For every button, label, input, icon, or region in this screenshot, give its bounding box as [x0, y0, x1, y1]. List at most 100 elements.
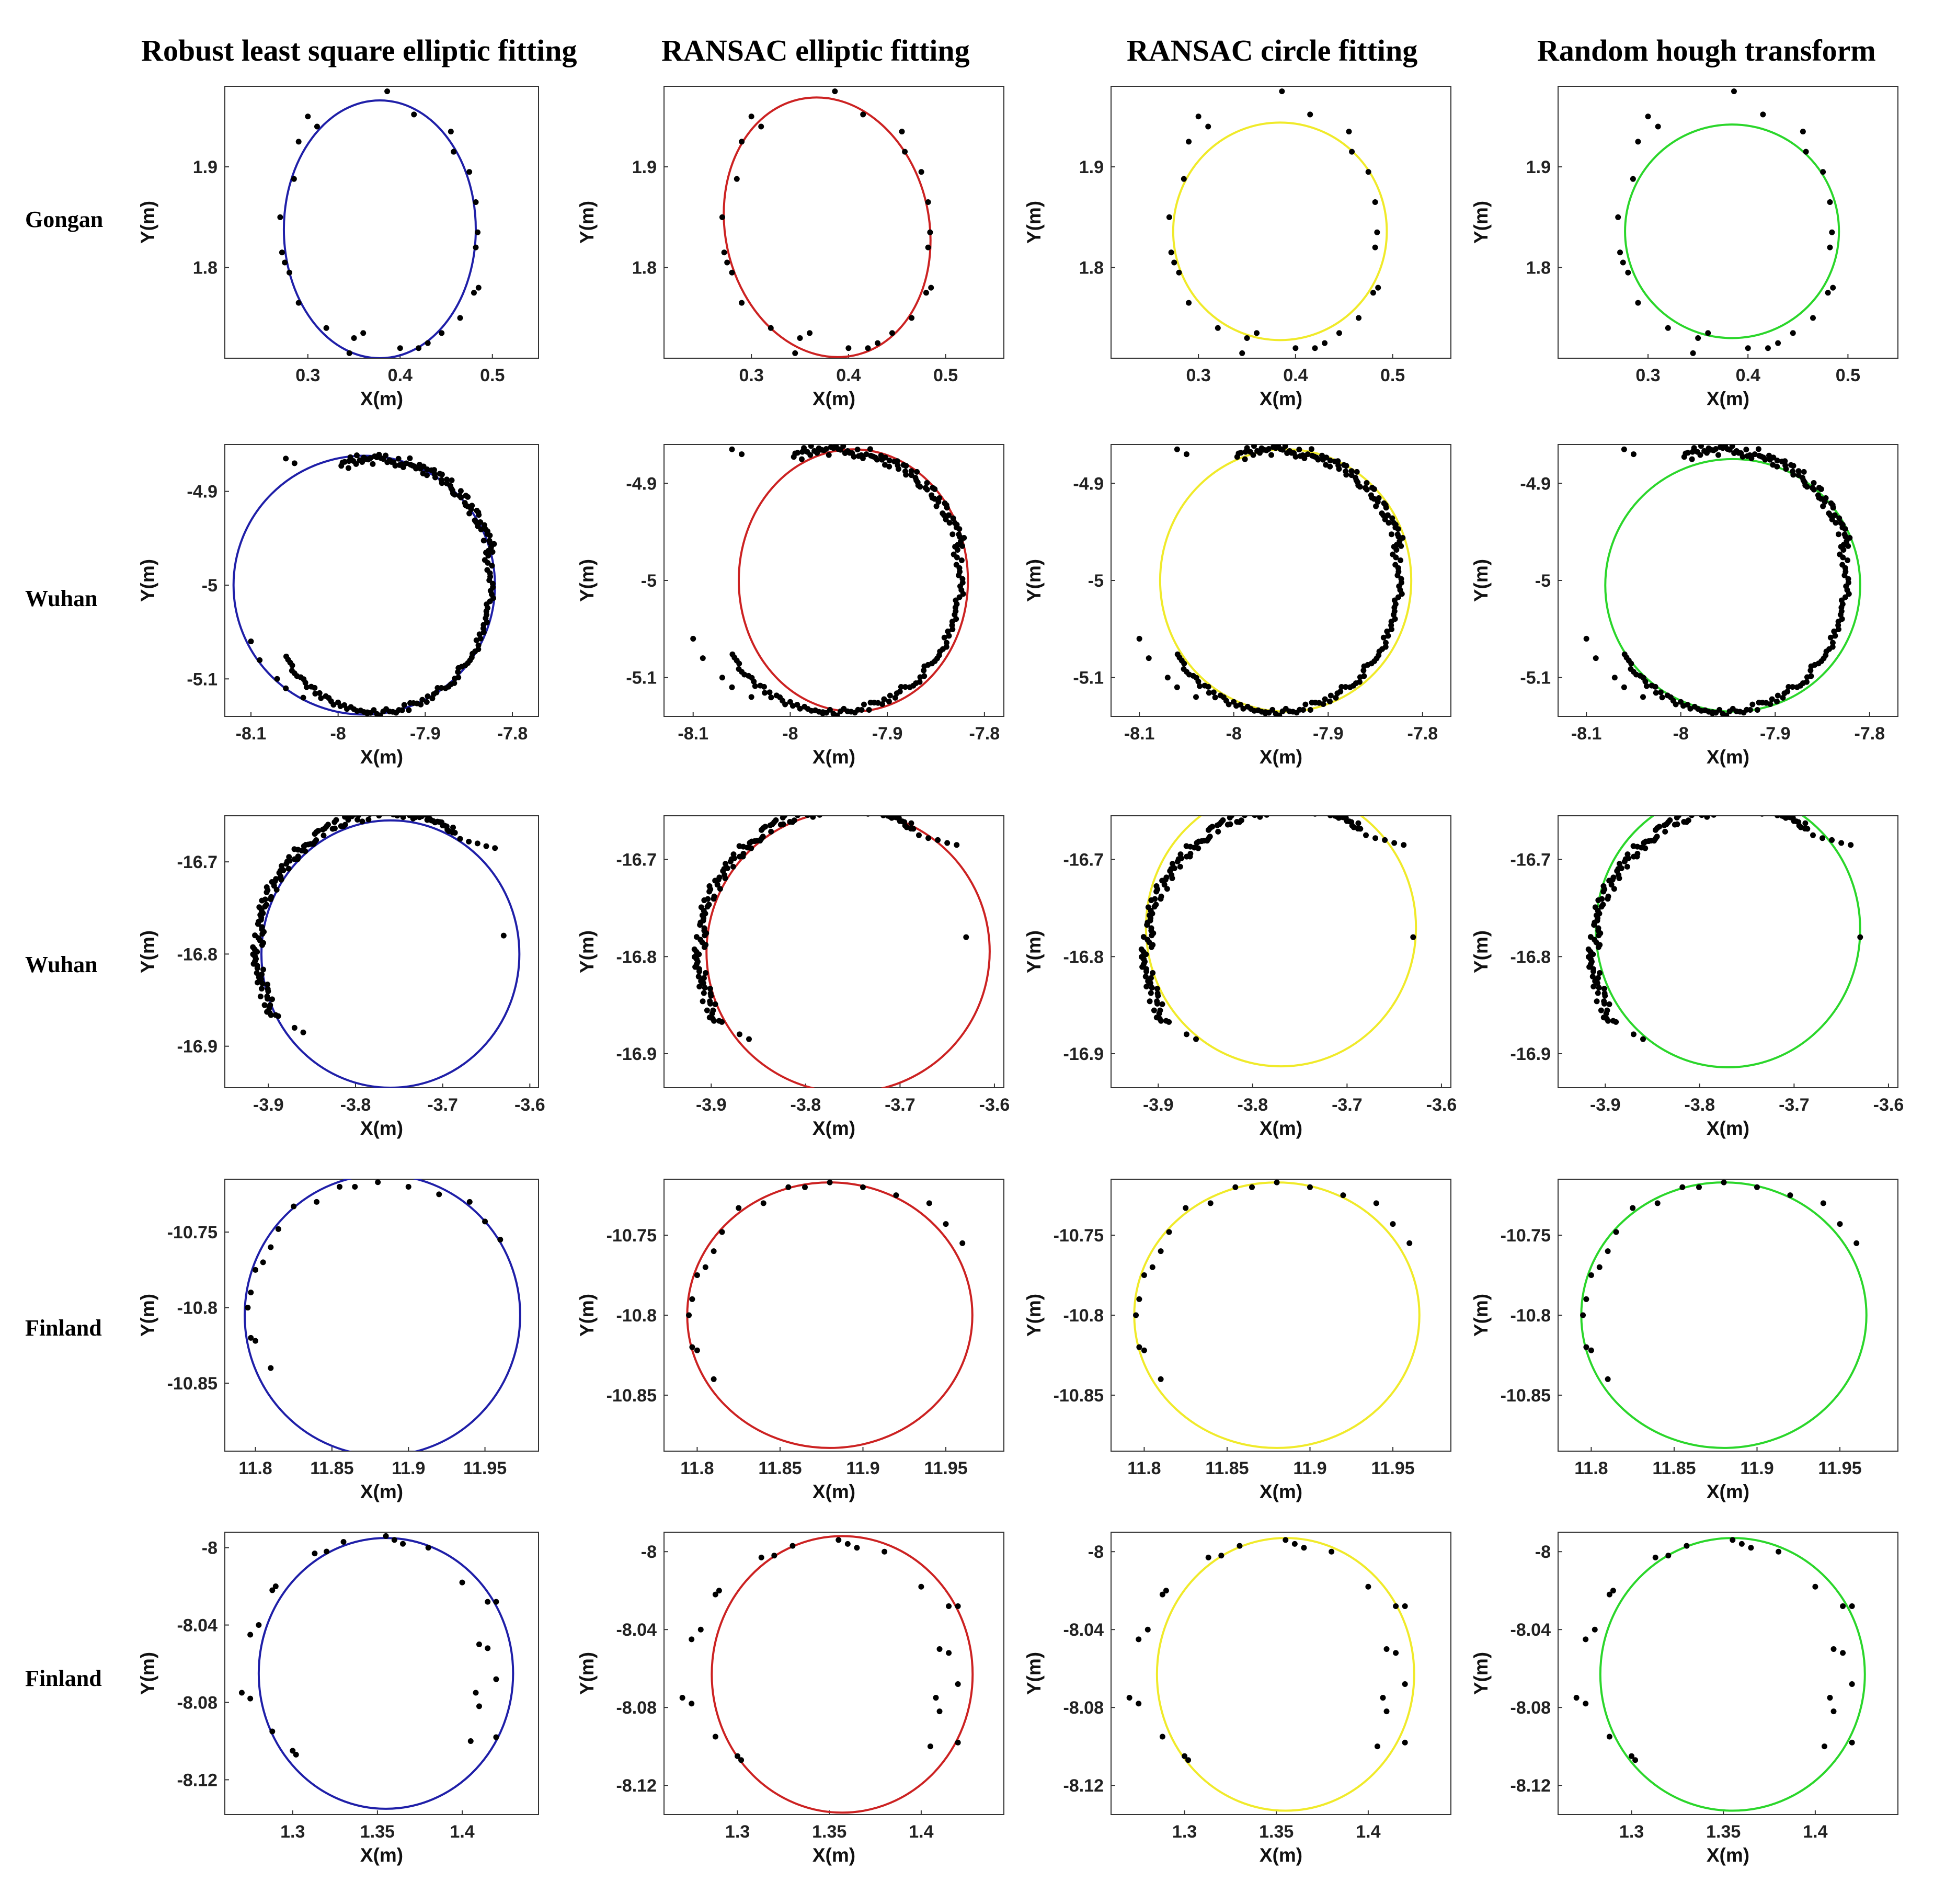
x-axis-label: X(m) [1707, 388, 1749, 409]
scan-point [384, 806, 390, 812]
scan-point [1332, 459, 1338, 465]
scan-point [1335, 462, 1342, 469]
scan-point [469, 503, 475, 509]
scan-point [789, 703, 796, 709]
y-tick-label: -10.75 [167, 1223, 218, 1242]
scan-point [730, 863, 736, 870]
scan-point [1621, 684, 1627, 690]
scan-point [1149, 985, 1155, 991]
scan-point [485, 1645, 491, 1651]
y-tick-label: -5.1 [187, 669, 218, 689]
scan-point [1715, 452, 1722, 458]
scan-point [694, 1347, 700, 1353]
scan-point [936, 1708, 943, 1715]
scan-point [879, 701, 886, 707]
scan-point [1698, 444, 1704, 449]
scan-point [493, 1676, 499, 1682]
scan-point [855, 453, 862, 459]
scan-point [1215, 325, 1221, 331]
scan-point [689, 1701, 695, 1707]
x-axis-label: X(m) [812, 388, 855, 409]
scan-point [936, 495, 943, 501]
scan-point [451, 680, 457, 686]
scan-point [1731, 88, 1737, 95]
scan-point [1787, 1192, 1793, 1199]
panel-r4-c2: 1.3 1.35 1.4 -8 -8.04 -8.08 -8.12 X(m) Y(m) [1023, 1532, 1451, 1866]
scan-point [1328, 692, 1334, 699]
scan-point [1398, 543, 1404, 549]
scan-point [1776, 1548, 1782, 1555]
scan-point [816, 445, 822, 451]
scan-point [1825, 290, 1831, 296]
x-tick-label: 0.4 [1283, 366, 1308, 385]
scan-point [1775, 340, 1781, 346]
scan-point [1681, 819, 1687, 825]
scan-point [1828, 500, 1834, 506]
plot-area [1166, 88, 1388, 356]
scan-point [925, 199, 931, 205]
x-tick-label: -3.7 [1779, 1095, 1810, 1115]
y-tick-label: -5.1 [1073, 668, 1104, 688]
scan-point [1343, 468, 1349, 474]
scan-point [1820, 169, 1826, 175]
scan-point [483, 550, 489, 556]
scan-point [1827, 634, 1834, 641]
scan-point [466, 1199, 473, 1205]
scan-point [1717, 805, 1723, 811]
column-title-robust-lsq: Robust least square elliptic fitting [141, 33, 577, 67]
scan-point [1257, 816, 1263, 820]
scan-point [908, 820, 914, 826]
scan-point [1830, 1708, 1837, 1715]
scan-point [255, 921, 261, 927]
scan-point [1693, 808, 1699, 814]
scan-point [924, 480, 930, 486]
scan-point [1147, 998, 1153, 1005]
axes-box [224, 86, 539, 359]
scan-point [1372, 244, 1378, 250]
scan-point [1588, 1347, 1594, 1353]
scan-point [300, 1029, 306, 1035]
scan-point [1333, 694, 1339, 701]
scan-point [1307, 803, 1312, 809]
scan-point [425, 693, 431, 699]
x-tick-label: 1.3 [1172, 1822, 1197, 1842]
y-tick-label: -16.9 [1510, 1044, 1551, 1064]
scan-point [823, 805, 829, 811]
scan-point [1769, 696, 1775, 702]
scan-point [711, 896, 717, 902]
y-tick-label: 1.8 [632, 258, 657, 278]
x-tick-label: 0.5 [933, 366, 958, 385]
scan-point [877, 806, 883, 812]
scan-point [867, 446, 873, 452]
scan-point [1356, 315, 1362, 321]
scan-point [291, 1203, 297, 1210]
scan-point [818, 806, 824, 812]
scan-point [1150, 970, 1156, 976]
scan-point [695, 973, 702, 979]
scan-point [489, 563, 495, 569]
scan-point [871, 805, 876, 811]
x-tick-label: 11.95 [1371, 1458, 1414, 1478]
scan-point [1617, 249, 1623, 256]
scan-point [425, 1545, 431, 1551]
scan-point [1393, 1603, 1399, 1610]
scan-point [1343, 684, 1349, 690]
scan-point [1196, 683, 1203, 689]
scan-point [1309, 452, 1315, 459]
x-tick-label: 1.35 [812, 1822, 846, 1842]
x-axis-label: X(m) [812, 1844, 855, 1866]
scan-point [1690, 350, 1696, 356]
scan-point [1186, 300, 1192, 306]
scan-point [832, 88, 838, 95]
scan-point [777, 822, 784, 828]
scan-point [1628, 660, 1634, 667]
scan-point [1272, 803, 1278, 808]
y-axis-label: Y(m) [1023, 559, 1045, 602]
scan-point [704, 1007, 710, 1013]
scan-point [1151, 904, 1158, 910]
scan-point [1227, 816, 1233, 820]
scan-point [955, 1603, 961, 1610]
scan-point [1701, 448, 1708, 454]
scan-point [949, 531, 956, 538]
scan-point [914, 469, 920, 475]
